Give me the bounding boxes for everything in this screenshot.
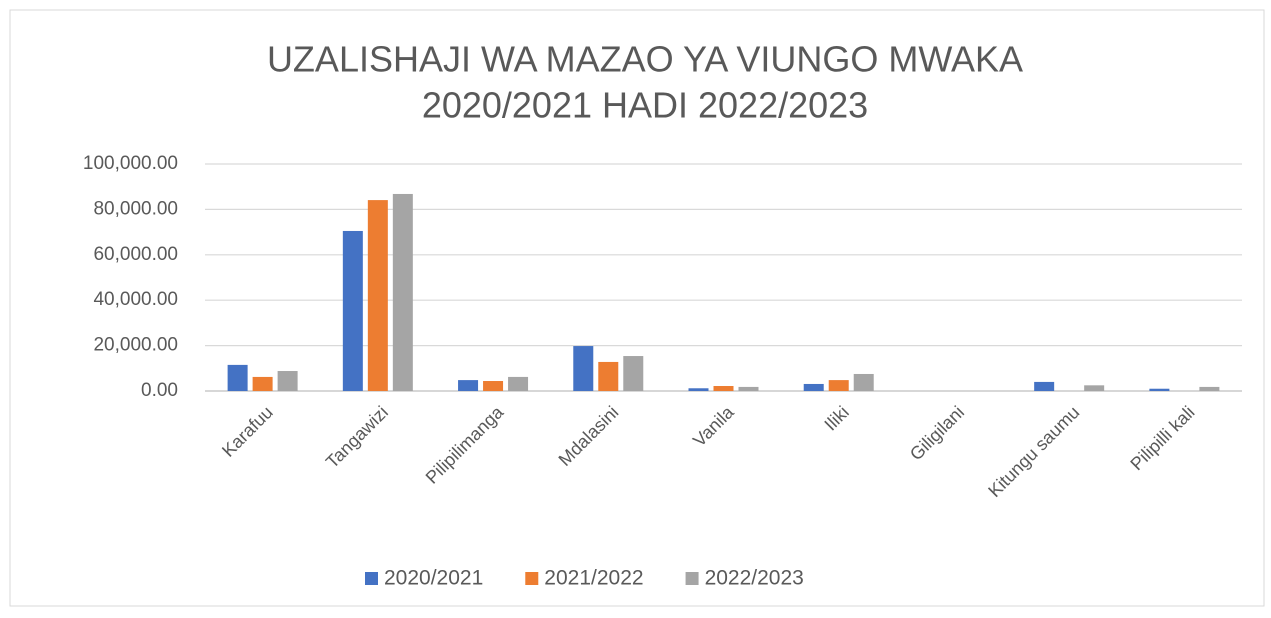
legend-swatch — [685, 572, 699, 585]
bar — [367, 200, 388, 391]
chart-title: 2020/2021 HADI 2022/2023 — [422, 85, 868, 126]
y-tick-label: 20,000.00 — [93, 335, 178, 356]
legend-label: 2022/2023 — [705, 567, 804, 590]
chart-frame — [9, 9, 1265, 607]
bar — [1034, 381, 1055, 391]
bar — [1084, 385, 1105, 391]
bar — [713, 386, 734, 391]
bar — [573, 346, 594, 391]
legend-label: 2020/2021 — [384, 567, 483, 590]
bar — [508, 376, 529, 391]
legend-swatch — [365, 572, 378, 585]
bar — [483, 381, 504, 391]
y-tick-label: 0.00 — [141, 380, 178, 401]
bar — [1149, 388, 1170, 391]
bar — [392, 193, 413, 391]
bar — [252, 376, 273, 391]
bar — [738, 386, 759, 391]
legend-swatch — [525, 572, 539, 585]
chart-title: UZALISHAJI WA MAZAO YA VIUNGO MWAKA — [267, 39, 1023, 80]
bar — [277, 371, 298, 391]
bar — [342, 230, 363, 391]
bar — [623, 356, 644, 391]
y-tick-label: 60,000.00 — [93, 244, 178, 265]
bar — [1199, 386, 1220, 391]
bar — [598, 361, 619, 391]
bar — [227, 364, 248, 391]
bar — [458, 380, 479, 391]
bar — [828, 380, 849, 391]
bar — [688, 388, 709, 391]
bar — [803, 383, 824, 391]
bar — [853, 373, 874, 391]
y-tick-label: 40,000.00 — [93, 289, 178, 310]
legend-label: 2021/2022 — [544, 567, 643, 590]
y-tick-label: 80,000.00 — [93, 198, 178, 219]
y-tick-label: 100,000.00 — [83, 153, 178, 174]
